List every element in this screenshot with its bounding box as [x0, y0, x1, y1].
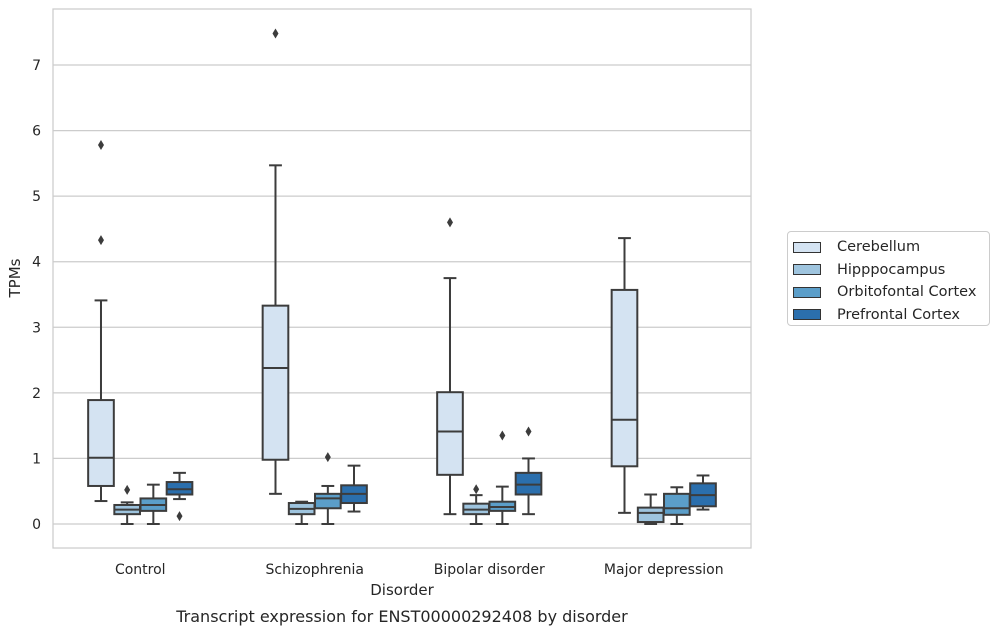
box-body	[314, 492, 342, 510]
legend-label: Cerebellum	[837, 239, 921, 256]
legend-swatch	[793, 241, 821, 253]
box	[287, 500, 316, 525]
box-body	[610, 288, 639, 468]
y-tick-label: 7	[32, 58, 41, 74]
outlier-marker	[446, 217, 453, 228]
box-body	[261, 304, 290, 461]
outlier-marker	[499, 430, 506, 441]
outlier-marker	[176, 511, 183, 522]
box	[261, 28, 290, 495]
box	[436, 217, 464, 516]
legend-swatch	[793, 264, 821, 276]
box-body	[636, 506, 665, 524]
outlier-marker	[124, 484, 131, 495]
box	[314, 452, 342, 525]
legend-swatch	[793, 309, 821, 321]
plot-frame	[52, 8, 752, 549]
y-tick-labels: 0 1 2 3 4 5 6 7	[32, 58, 41, 533]
outlier-marker	[473, 484, 480, 495]
y-tick-label: 4	[32, 255, 41, 271]
legend-label: Hipppocampus	[837, 261, 946, 278]
box	[340, 464, 368, 513]
x-tick-label: Control	[115, 562, 166, 578]
box	[610, 237, 639, 514]
legend-label: Prefrontal Cortex	[837, 306, 960, 323]
grid-lines	[53, 64, 751, 525]
legend-item: Orbitofontal Cortex	[793, 281, 989, 304]
x-tick-label: Major depression	[604, 562, 724, 578]
y-tick-label: 2	[32, 386, 41, 402]
box-body	[436, 391, 464, 476]
y-tick-label: 3	[32, 320, 41, 336]
y-tick-label: 1	[32, 451, 41, 467]
outlier-marker	[324, 452, 331, 463]
box	[462, 484, 490, 525]
box	[514, 426, 543, 516]
box-group	[87, 28, 717, 525]
box	[488, 430, 517, 525]
box-body	[87, 399, 115, 487]
x-axis-label: Disorder	[370, 581, 434, 599]
outlier-marker	[97, 139, 104, 150]
box-body	[663, 492, 691, 516]
x-tick-label: Bipolar disorder	[434, 562, 545, 578]
y-axis-label: TPMs	[6, 258, 24, 298]
legend: Cerebellum Hipppocampus Orbitofontal Cor…	[787, 231, 990, 326]
box	[139, 483, 168, 525]
box	[165, 471, 194, 522]
y-tick-label: 0	[32, 517, 41, 533]
x-tick-label: Schizophrenia	[266, 562, 364, 578]
y-tick-label: 6	[32, 124, 41, 140]
box	[689, 474, 717, 511]
legend-label: Orbitofontal Cortex	[837, 284, 977, 301]
outlier-marker	[525, 426, 532, 437]
legend-item: Prefrontal Cortex	[793, 304, 989, 327]
legend-swatch	[793, 286, 821, 298]
y-tick-label: 5	[32, 189, 41, 205]
legend-item: Cerebellum	[793, 236, 989, 259]
legend-item: Hipppocampus	[793, 259, 989, 282]
box	[113, 484, 141, 525]
box	[87, 139, 115, 503]
box	[663, 486, 691, 525]
outlier-marker	[97, 235, 104, 246]
box	[636, 493, 665, 525]
x-tick-labels: Control Schizophrenia Bipolar disorder Majo…	[115, 562, 724, 578]
chart-caption: Transcript expression for ENST0000029240…	[175, 607, 628, 626]
outlier-marker	[272, 28, 279, 39]
